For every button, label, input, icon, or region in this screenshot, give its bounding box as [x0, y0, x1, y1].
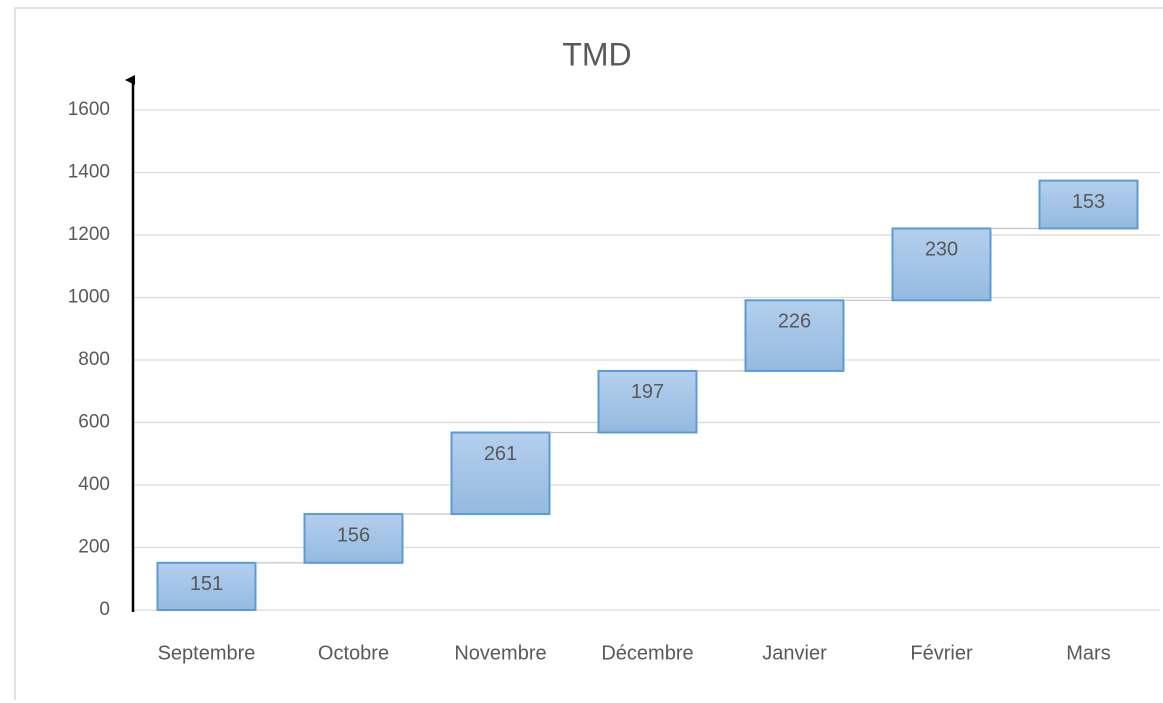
chart-border — [14, 7, 1163, 700]
bar — [1038, 179, 1139, 230]
bar — [597, 369, 698, 434]
x-tick-label: Novembre — [454, 642, 546, 664]
x-tick-label: Septembre — [158, 642, 256, 664]
y-tick-label: 600 — [78, 412, 110, 433]
y-tick-label: 1200 — [68, 224, 110, 245]
chart-title: TMD — [562, 36, 631, 72]
data-label: 151 — [190, 573, 223, 595]
y-tick-label: 1000 — [68, 287, 110, 308]
bar — [450, 431, 551, 516]
data-label: 153 — [1072, 191, 1105, 213]
bar — [156, 561, 257, 611]
data-label: 226 — [778, 311, 811, 333]
bar — [303, 513, 404, 564]
x-tick-label: Février — [910, 642, 973, 664]
data-label: 156 — [337, 524, 370, 546]
plot: Septembre 151 Octobre 156 Novembre 261 Décembr… — [156, 179, 1139, 664]
x-tick-label: Janvier — [762, 642, 827, 664]
y-tick-label: 400 — [78, 474, 110, 495]
y-tick-label: 0 — [99, 599, 110, 620]
y-tick-label: 1600 — [68, 99, 110, 120]
y-tick-label: 800 — [78, 349, 110, 370]
x-tick-label: Mars — [1066, 642, 1110, 664]
x-tick-label: Octobre — [318, 642, 389, 664]
data-label: 230 — [925, 239, 958, 261]
data-label: 261 — [484, 443, 517, 465]
x-tick-label: Décembre — [601, 642, 693, 664]
grid: 0 200 400 600 800 1000 1200 1400 1600 — [68, 99, 1160, 620]
bar — [744, 299, 845, 372]
y-tick-label: 1400 — [68, 162, 110, 183]
data-label: 197 — [631, 381, 664, 403]
bar — [891, 227, 992, 302]
y-tick-label: 200 — [78, 537, 110, 558]
